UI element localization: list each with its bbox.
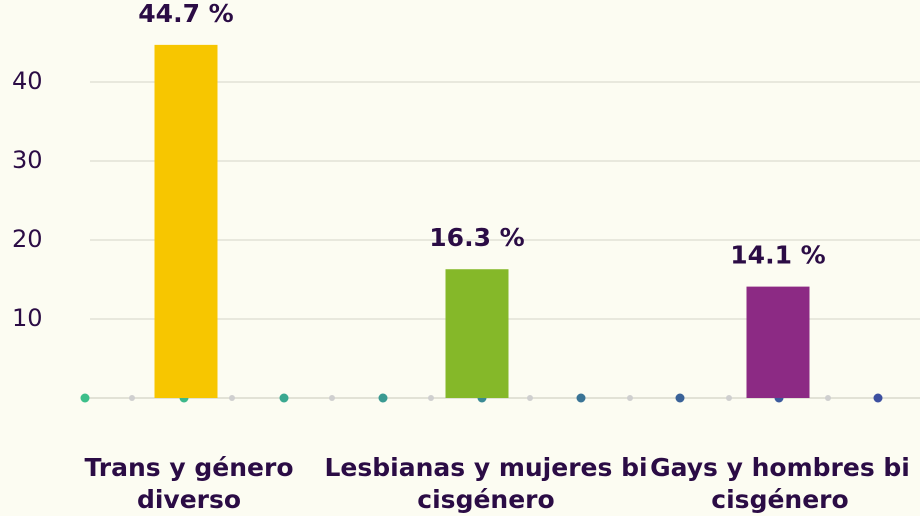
bar — [154, 44, 218, 399]
y-tick-label: 40 — [12, 67, 43, 95]
y-tick-label: 10 — [12, 304, 43, 332]
value-label: 44.7 % — [138, 0, 233, 28]
bar — [445, 269, 509, 398]
x-tick-label: Lesbianas y mujeres bi cisgénero — [324, 453, 648, 514]
y-tick-label: 20 — [12, 225, 43, 253]
y-tick-label: 30 — [12, 146, 43, 174]
value-label: 14.1 % — [730, 241, 825, 270]
bar — [746, 286, 810, 398]
x-tick-label: Gays y hombres bi cisgénero — [650, 453, 910, 514]
x-tick-label: Trans y género diverso — [84, 453, 294, 514]
value-label: 16.3 % — [429, 223, 524, 252]
